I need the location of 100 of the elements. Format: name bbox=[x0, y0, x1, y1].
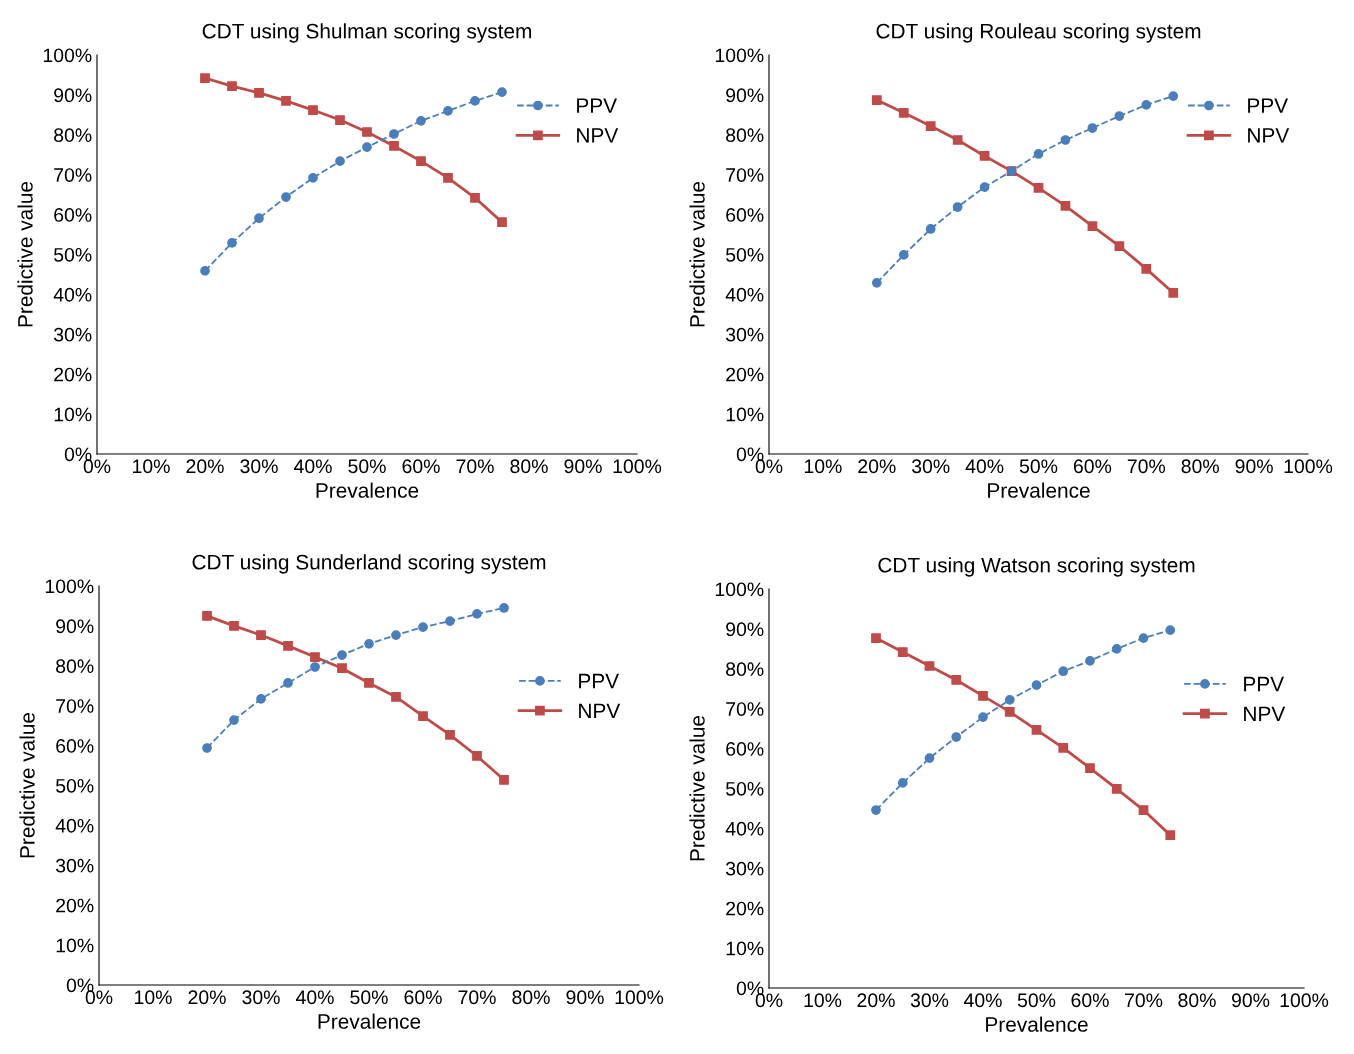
x-tick-label: 40% bbox=[293, 459, 332, 474]
y-tick-label: 10% bbox=[726, 407, 764, 422]
y-tick-label: 70% bbox=[54, 168, 92, 182]
y-tick-label: 90% bbox=[726, 622, 764, 637]
x-tick-label: 100% bbox=[1284, 459, 1333, 474]
y-tick-label: 50% bbox=[54, 247, 92, 262]
y-tick-label: 60% bbox=[726, 208, 764, 222]
x-axis-title: Prevalence bbox=[318, 1013, 421, 1029]
y-tick-label: 10% bbox=[54, 407, 92, 422]
x-tick-label: 30% bbox=[242, 990, 280, 1005]
legend-label: NPV bbox=[1244, 706, 1286, 722]
y-tick-label: 60% bbox=[726, 742, 764, 756]
y-tick-label: 70% bbox=[56, 699, 94, 713]
legend-label: PPV bbox=[579, 673, 620, 689]
x-tick-label: 70% bbox=[1125, 993, 1163, 1008]
y-tick-label: 40% bbox=[725, 821, 764, 836]
legend-label: NPV bbox=[579, 703, 621, 719]
x-tick-label: 20% bbox=[857, 993, 895, 1008]
y-tick-label: 30% bbox=[53, 327, 92, 342]
y-tick-label: 60% bbox=[56, 739, 94, 753]
y-tick-label: 100% bbox=[715, 582, 764, 597]
y-tick-label: 100% bbox=[715, 48, 764, 63]
y-tick-label: 40% bbox=[55, 818, 94, 833]
chart-title: CDT using Watson scoring system bbox=[878, 557, 1195, 577]
legend-label: PPV bbox=[577, 98, 618, 113]
x-axis-title: Prevalence bbox=[986, 1016, 1088, 1032]
chart-title: CDT using Rouleau scoring system bbox=[876, 23, 1201, 43]
x-tick-label: 30% bbox=[911, 459, 950, 474]
x-tick-label: 40% bbox=[965, 459, 1004, 474]
y-tick-label: 40% bbox=[725, 287, 764, 302]
x-tick-label: 20% bbox=[186, 459, 224, 474]
x-tick-label: 50% bbox=[350, 990, 388, 1005]
x-tick-label: 90% bbox=[1231, 993, 1270, 1008]
y-axis-title: Predictive value bbox=[689, 181, 705, 327]
y-tick-label: 50% bbox=[726, 781, 764, 796]
y-tick-label: 90% bbox=[54, 88, 92, 103]
y-tick-label: 100% bbox=[45, 579, 94, 594]
x-axis-title: Prevalence bbox=[988, 482, 1090, 498]
y-tick-label: 20% bbox=[56, 898, 94, 913]
x-tick-label: 40% bbox=[295, 990, 334, 1005]
y-axis-title: Predictive value bbox=[19, 712, 35, 858]
y-tick-label: 80% bbox=[54, 128, 92, 143]
x-tick-label: 60% bbox=[1073, 459, 1112, 474]
y-tick-label: 30% bbox=[725, 861, 764, 876]
y-tick-label: 10% bbox=[56, 938, 94, 953]
x-axis-title: Prevalence bbox=[316, 482, 419, 498]
y-tick-label: 20% bbox=[54, 367, 92, 382]
y-tick-label: 100% bbox=[43, 48, 92, 63]
x-tick-label: 100% bbox=[1280, 993, 1329, 1008]
chart-title: CDT using Shulman scoring system bbox=[202, 23, 532, 43]
x-tick-label: 80% bbox=[1178, 993, 1216, 1008]
x-tick-label: 60% bbox=[402, 459, 440, 474]
y-tick-label: 10% bbox=[726, 941, 764, 956]
y-tick-label: 80% bbox=[726, 128, 764, 143]
y-tick-label: 80% bbox=[56, 659, 94, 674]
x-tick-label: 60% bbox=[1071, 993, 1109, 1008]
y-tick-label: 50% bbox=[56, 778, 94, 793]
y-tick-label: 60% bbox=[54, 208, 92, 222]
chart-title: CDT using Sunderland scoring system bbox=[192, 554, 546, 574]
y-axis-title: Predictive value bbox=[17, 181, 33, 327]
x-tick-label: 10% bbox=[135, 990, 172, 1005]
x-tick-label: 100% bbox=[613, 459, 662, 474]
y-tick-label: 30% bbox=[55, 858, 94, 873]
x-tick-label: 10% bbox=[804, 993, 842, 1008]
x-tick-label: 30% bbox=[240, 459, 278, 474]
y-axis-title: Predictive value bbox=[689, 715, 705, 861]
y-tick-label: 40% bbox=[53, 287, 92, 302]
x-tick-label: 80% bbox=[510, 459, 548, 474]
x-tick-label: 20% bbox=[858, 459, 896, 474]
x-tick-label: 70% bbox=[458, 990, 496, 1005]
legend-label: PPV bbox=[1248, 98, 1289, 113]
x-tick-label: 40% bbox=[963, 993, 1002, 1008]
x-tick-label: 100% bbox=[615, 990, 664, 1005]
x-tick-label: 20% bbox=[188, 990, 226, 1005]
x-tick-label: 90% bbox=[564, 459, 602, 474]
x-tick-label: 50% bbox=[348, 459, 386, 474]
x-tick-label: 50% bbox=[1019, 459, 1058, 474]
legend-label: NPV bbox=[577, 128, 619, 143]
y-tick-label: 20% bbox=[726, 901, 764, 916]
y-tick-label: 90% bbox=[726, 88, 764, 103]
x-tick-label: 30% bbox=[910, 993, 949, 1008]
x-tick-label: 80% bbox=[1181, 459, 1219, 474]
y-tick-label: 70% bbox=[726, 702, 764, 716]
y-tick-label: 80% bbox=[726, 662, 764, 677]
x-tick-label: 70% bbox=[456, 459, 494, 474]
x-tick-label: 90% bbox=[566, 990, 604, 1005]
x-tick-label: 70% bbox=[1127, 459, 1166, 474]
x-tick-label: 80% bbox=[512, 990, 550, 1005]
y-tick-label: 50% bbox=[726, 247, 764, 262]
y-tick-label: 70% bbox=[726, 168, 764, 182]
y-tick-label: 20% bbox=[726, 367, 764, 382]
x-tick-label: 60% bbox=[404, 990, 442, 1005]
legend-label: PPV bbox=[1244, 676, 1285, 692]
y-tick-label: 90% bbox=[56, 619, 94, 634]
x-tick-label: 90% bbox=[1235, 459, 1273, 474]
x-tick-label: 10% bbox=[804, 459, 842, 474]
legend-label: NPV bbox=[1248, 128, 1290, 143]
x-tick-label: 10% bbox=[133, 459, 170, 474]
y-tick-label: 30% bbox=[725, 327, 764, 342]
x-tick-label: 50% bbox=[1017, 993, 1056, 1008]
